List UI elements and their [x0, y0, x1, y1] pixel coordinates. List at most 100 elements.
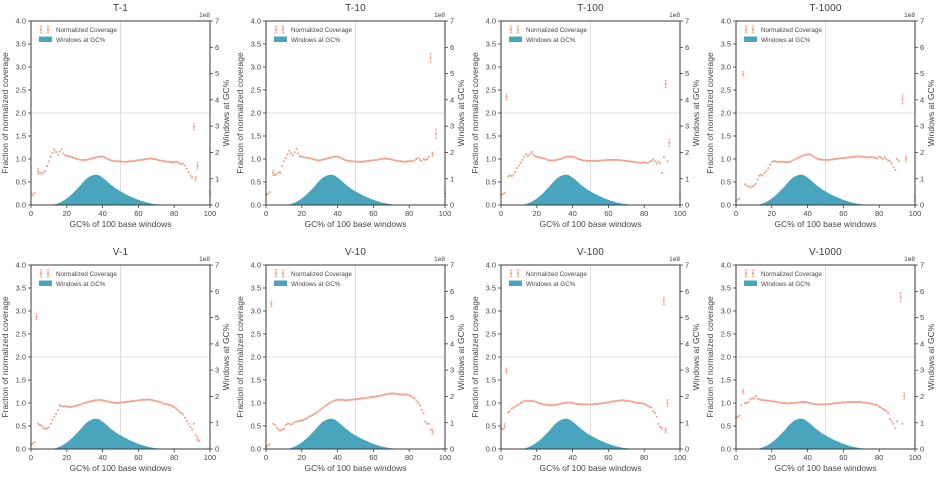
y-left-tick-label: 1.0	[486, 399, 496, 408]
subplot-title: T-10	[345, 3, 366, 14]
y-left-tick-label: 3.0	[721, 63, 731, 72]
y-axis-right-label: Windows at GC%	[456, 79, 466, 146]
axis-offset-label: 1e8	[904, 256, 915, 263]
axis-offset-label: 1e8	[434, 12, 445, 19]
x-tick-label: 20	[63, 453, 71, 462]
y-right-tick-label: 6	[685, 287, 689, 296]
y-right-tick-label: 4	[920, 339, 924, 348]
x-tick-label: 0	[264, 209, 268, 218]
y-left-tick-label: 4.0	[721, 17, 731, 26]
y-right-tick-label: 3	[920, 122, 924, 131]
y-axis-right-label: Windows at GC%	[926, 79, 936, 146]
x-axis-label: GC% of 100 base windows	[539, 463, 641, 473]
legend: Normalized Coverage Windows at GC%	[509, 269, 587, 288]
y-right-tick-label: 4	[215, 95, 219, 104]
y-left-tick-label: 2.5	[721, 330, 731, 339]
x-tick-label: 80	[170, 209, 178, 218]
y-right-tick-label: 7	[215, 261, 219, 270]
y-left-tick-label: 0.0	[16, 445, 26, 454]
y-left-tick-label: 1.5	[16, 132, 26, 141]
y-axis-left: 0.0 0.5 1.0 1.5 2.0 2.5 3.0 3.5 4.0 Fraction of n…	[235, 261, 266, 454]
legend: Normalized Coverage Windows at GC%	[744, 25, 822, 44]
y-axis-right: 0 1 2 3 4 5 6 7 Windows at GC% 1e8	[669, 256, 701, 454]
subplot-v-1: V-1 0 20 40 60 80 100 GC% of 100 base windows 0…	[0, 244, 235, 487]
y-right-tick-label: 5	[685, 69, 689, 78]
y-right-tick-label: 5	[450, 69, 454, 78]
y-left-tick-label: 1.0	[16, 399, 26, 408]
y-left-tick-label: 3.5	[486, 284, 496, 293]
legend-swatch-windows	[274, 280, 287, 286]
x-axis-label: GC% of 100 base windows	[69, 463, 171, 473]
legend-label-windows: Windows at GC%	[761, 281, 811, 288]
subplot-title: V-10	[344, 247, 367, 258]
y-left-tick-label: 0.0	[251, 201, 261, 210]
y-left-tick-label: 1.0	[16, 155, 26, 164]
y-right-tick-label: 2	[450, 148, 454, 157]
gridlines	[501, 21, 680, 205]
y-left-tick-label: 1.5	[486, 376, 496, 385]
y-left-tick-label: 2.0	[251, 353, 261, 362]
x-tick-label: 60	[839, 453, 847, 462]
y-right-tick-label: 0	[685, 445, 689, 454]
legend-label-coverage: Normalized Coverage	[761, 27, 822, 34]
y-axis-left-label: Fraction of normalized coverage	[705, 296, 715, 418]
axis-offset-label: 1e8	[199, 12, 210, 19]
legend-label-windows: Windows at GC%	[526, 37, 576, 44]
y-axis-right-label: Windows at GC%	[691, 323, 701, 390]
y-left-tick-label: 3.0	[16, 307, 26, 316]
y-axis-left: 0.0 0.5 1.0 1.5 2.0 2.5 3.0 3.5 4.0 Fraction of n…	[470, 17, 501, 210]
y-right-tick-label: 3	[685, 366, 689, 375]
normalized-coverage-series	[30, 313, 201, 446]
y-right-tick-label: 2	[215, 148, 219, 157]
x-tick-label: 40	[333, 209, 341, 218]
y-left-tick-label: 1.0	[486, 155, 496, 164]
y-right-tick-label: 4	[685, 339, 689, 348]
x-tick-label: 80	[640, 453, 648, 462]
y-right-tick-label: 3	[215, 366, 219, 375]
x-axis: 0 20 40 60 80 100 GC% of 100 base windows	[499, 449, 686, 473]
y-right-tick-label: 7	[685, 17, 689, 26]
y-left-tick-label: 3.0	[251, 307, 261, 316]
x-tick-label: 100	[674, 453, 687, 462]
y-axis-right-label: Windows at GC%	[456, 323, 466, 390]
y-left-tick-label: 1.0	[721, 155, 731, 164]
y-left-tick-label: 0.0	[486, 201, 496, 210]
x-tick-label: 60	[134, 453, 142, 462]
y-right-tick-label: 2	[685, 148, 689, 157]
y-left-tick-label: 2.0	[486, 353, 496, 362]
legend-label-windows: Windows at GC%	[56, 37, 106, 44]
y-axis-left-label: Fraction of normalized coverage	[470, 52, 480, 174]
y-left-tick-label: 0.0	[16, 201, 26, 210]
x-tick-label: 0	[264, 453, 268, 462]
gridlines	[266, 21, 445, 205]
subplot-t-10: T-10 0 20 40 60 80 100 GC% of 100 base windows…	[235, 0, 470, 243]
legend-label-coverage: Normalized Coverage	[291, 271, 352, 278]
y-axis-left: 0.0 0.5 1.0 1.5 2.0 2.5 3.0 3.5 4.0 Fraction of n…	[705, 261, 736, 454]
y-right-tick-label: 3	[450, 122, 454, 131]
y-left-tick-label: 2.5	[16, 86, 26, 95]
x-tick-label: 20	[768, 453, 776, 462]
y-left-tick-label: 4.0	[16, 17, 26, 26]
subplot-title: T-100	[577, 3, 604, 14]
y-left-tick-label: 2.0	[486, 109, 496, 118]
y-left-tick-label: 3.5	[721, 284, 731, 293]
y-right-tick-label: 7	[215, 17, 219, 26]
y-right-tick-label: 2	[920, 392, 924, 401]
y-axis-left: 0.0 0.5 1.0 1.5 2.0 2.5 3.0 3.5 4.0 Fraction of n…	[705, 17, 736, 210]
y-left-tick-label: 2.0	[16, 353, 26, 362]
y-axis-right-label: Windows at GC%	[691, 79, 701, 146]
x-tick-label: 20	[768, 209, 776, 218]
x-tick-label: 0	[499, 453, 503, 462]
x-tick-label: 0	[734, 209, 738, 218]
x-axis-label: GC% of 100 base windows	[69, 219, 171, 229]
subplot-title: V-100	[576, 247, 605, 258]
x-tick-label: 100	[909, 453, 922, 462]
y-axis-right: 0 1 2 3 4 5 6 7 Windows at GC% 1e8	[199, 12, 231, 210]
y-right-tick-label: 6	[215, 43, 219, 52]
y-right-tick-label: 6	[215, 287, 219, 296]
y-axis-left: 0.0 0.5 1.0 1.5 2.0 2.5 3.0 3.5 4.0 Fraction of n…	[0, 17, 31, 210]
y-left-tick-label: 0.5	[486, 422, 496, 431]
axis-offset-label: 1e8	[199, 256, 210, 263]
